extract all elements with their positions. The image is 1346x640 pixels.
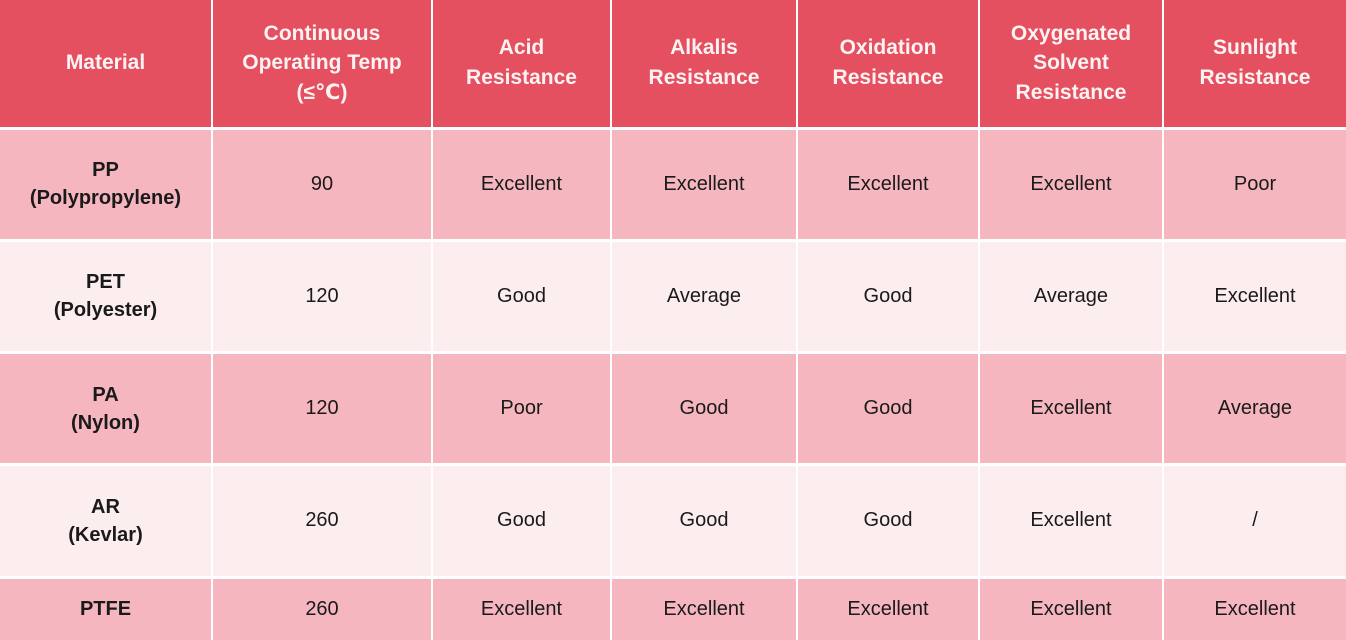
cell-operating-temp: 120 xyxy=(212,240,433,355)
cell-oxidation-resistance: Excellent xyxy=(797,128,980,242)
table-header: Material Continuous Operating Temp (≤℃) … xyxy=(0,0,1346,130)
cell-oxygenated-solvent-resistance: Average xyxy=(979,240,1164,355)
material-alias: (Polypropylene) xyxy=(29,187,182,210)
table-row-ptfe: PTFE 260 Excellent Excellent Excellent E… xyxy=(0,577,1346,640)
material-name: PA xyxy=(92,383,119,406)
cell-operating-temp: 260 xyxy=(212,464,433,579)
cell-operating-temp: 260 xyxy=(212,577,433,640)
cell-operating-temp: 90 xyxy=(212,128,433,242)
column-header-alkalis-resistance: Alkalis Resistance xyxy=(611,0,798,130)
cell-sunlight-resistance: Poor xyxy=(1163,128,1346,242)
cell-oxidation-resistance: Good xyxy=(797,240,980,355)
table-body: PP (Polypropylene) 90 Excellent Excellen… xyxy=(0,128,1346,640)
table-row-pp: PP (Polypropylene) 90 Excellent Excellen… xyxy=(0,128,1346,242)
cell-acid-resistance: Excellent xyxy=(432,577,612,640)
column-header-operating-temp: Continuous Operating Temp (≤℃) xyxy=(212,0,433,130)
material-name: PET xyxy=(86,271,125,294)
cell-material: PTFE xyxy=(0,577,213,640)
column-header-oxidation-resistance: Oxidation Resistance xyxy=(797,0,980,130)
cell-acid-resistance: Poor xyxy=(432,352,612,467)
column-header-material: Material xyxy=(0,0,213,130)
column-header-acid-resistance: Acid Resistance xyxy=(432,0,612,130)
column-header-label: Acid Resistance xyxy=(466,36,577,90)
column-header-oxygenated-solvent-resistance: Oxygenated Solvent Resistance xyxy=(979,0,1164,130)
column-header-label: Sunlight Resistance xyxy=(1199,36,1311,90)
material-alias: (Polyester) xyxy=(53,299,158,322)
cell-oxygenated-solvent-resistance: Excellent xyxy=(979,577,1164,640)
cell-alkalis-resistance: Excellent xyxy=(611,577,798,640)
cell-material: PET (Polyester) xyxy=(0,240,213,355)
cell-alkalis-resistance: Average xyxy=(611,240,798,355)
cell-sunlight-resistance: / xyxy=(1163,464,1346,579)
cell-alkalis-resistance: Excellent xyxy=(611,128,798,242)
cell-alkalis-resistance: Good xyxy=(611,352,798,467)
cell-sunlight-resistance: Excellent xyxy=(1163,577,1346,640)
cell-operating-temp: 120 xyxy=(212,352,433,467)
cell-acid-resistance: Good xyxy=(432,464,612,579)
column-header-sunlight-resistance: Sunlight Resistance xyxy=(1163,0,1346,130)
cell-material: PA (Nylon) xyxy=(0,352,213,467)
column-header-label: Oxygenated Solvent Resistance xyxy=(1010,21,1132,105)
material-alias: (Nylon) xyxy=(71,411,140,434)
cell-oxygenated-solvent-resistance: Excellent xyxy=(979,352,1164,467)
table-row-ar: AR (Kevlar) 260 Good Good Good Excellent… xyxy=(0,464,1346,579)
material-alias: (Kevlar) xyxy=(68,523,143,546)
column-header-label: Material xyxy=(65,51,146,75)
cell-sunlight-resistance: Excellent xyxy=(1163,240,1346,355)
cell-acid-resistance: Good xyxy=(432,240,612,355)
table-row-pa: PA (Nylon) 120 Poor Good Good Excellent … xyxy=(0,352,1346,467)
cell-oxidation-resistance: Good xyxy=(797,352,980,467)
column-header-label: Alkalis Resistance xyxy=(648,36,760,90)
table-row-pet: PET (Polyester) 120 Good Average Good Av… xyxy=(0,240,1346,355)
material-name: AR xyxy=(91,495,120,518)
cell-material: AR (Kevlar) xyxy=(0,464,213,579)
cell-alkalis-resistance: Good xyxy=(611,464,798,579)
cell-oxidation-resistance: Good xyxy=(797,464,980,579)
cell-material: PP (Polypropylene) xyxy=(0,128,213,242)
cell-oxidation-resistance: Excellent xyxy=(797,577,980,640)
cell-oxygenated-solvent-resistance: Excellent xyxy=(979,128,1164,242)
cell-acid-resistance: Excellent xyxy=(432,128,612,242)
cell-sunlight-resistance: Average xyxy=(1163,352,1346,467)
material-name: PP xyxy=(92,159,119,182)
header-row: Material Continuous Operating Temp (≤℃) … xyxy=(0,0,1346,130)
material-name: PTFE xyxy=(79,598,132,621)
column-header-label: Continuous Operating Temp (≤℃) xyxy=(242,21,402,105)
cell-oxygenated-solvent-resistance: Excellent xyxy=(979,464,1164,579)
column-header-label: Oxidation Resistance xyxy=(832,36,944,90)
